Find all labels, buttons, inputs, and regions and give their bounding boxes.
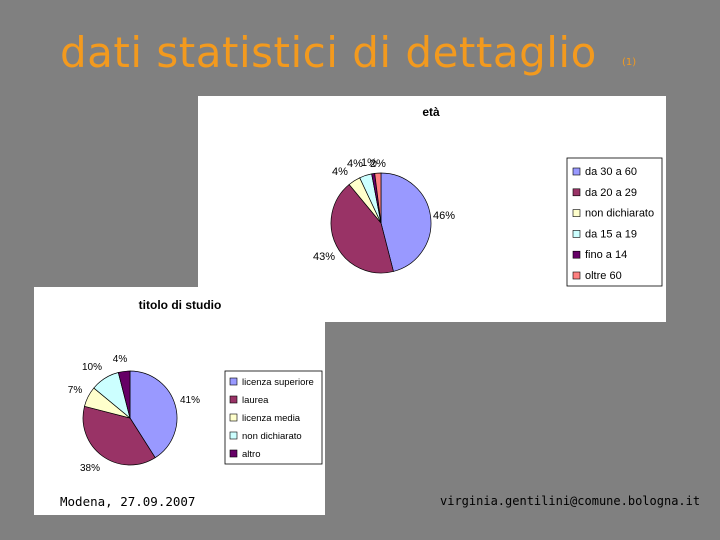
education-data-label-licenza-media: 7% xyxy=(68,385,83,396)
education-chart-panel: titolo di studio 41% 38% 7% 10% 4% licenza s… xyxy=(34,287,325,515)
age-legend-swatch-da-15-a-19 xyxy=(572,230,581,238)
footer-date: Modena, 27.09.2007 xyxy=(60,494,196,509)
age-legend-entry-da-15-a-19: da 15 a 19 xyxy=(585,228,637,240)
education-legend-entry-altro: altro xyxy=(242,449,260,460)
education-legend-entry-licenza-superiore: licenza superiore xyxy=(242,377,314,388)
education-legend-swatch-laurea xyxy=(229,395,238,404)
age-slice-da-30-a-60 xyxy=(380,172,432,272)
age-slice-da-20-a-29 xyxy=(330,183,394,274)
education-legend-swatch-licenza-superiore xyxy=(229,377,238,386)
education-legend-entry-non-dichiarato: non dichiarato xyxy=(242,431,302,442)
education-legend-box xyxy=(224,370,323,465)
slide-title-suffix: (1) xyxy=(622,57,637,68)
education-data-label-non-dichiarato: 10% xyxy=(82,362,102,373)
age-legend-swatch-da-20-a-29 xyxy=(572,188,581,197)
education-legend-entry-laurea: laurea xyxy=(242,395,269,406)
slide-title: dati statistici di dettaglio xyxy=(60,28,597,77)
age-legend-entry-da-20-a-29: da 20 a 29 xyxy=(585,187,637,199)
age-slice-oltre-60 xyxy=(374,172,382,224)
education-data-label-laurea: 38% xyxy=(80,463,100,474)
age-data-label-fino-a-14: 1% xyxy=(361,157,377,169)
age-data-label-da-20-a-29: 43% xyxy=(313,251,335,263)
age-legend-box xyxy=(566,157,663,287)
education-slice-laurea xyxy=(82,405,156,466)
age-data-label-da-15-a-19: 4% xyxy=(347,158,363,170)
age-legend-swatch-oltre-60 xyxy=(572,271,581,280)
education-data-label-licenza-superiore: 41% xyxy=(180,395,200,406)
education-legend-swatch-licenza-media xyxy=(229,413,238,422)
age-legend-swatch-non-dichiarato xyxy=(572,209,581,217)
age-chart-title: età xyxy=(422,105,440,119)
age-legend-entry-non-dichiarato: non dichiarato xyxy=(585,208,654,220)
education-data-label-altro: 4% xyxy=(113,354,128,365)
age-data-label-non-dichiarato: 4% xyxy=(332,166,348,178)
age-legend-swatch-fino-a-14 xyxy=(572,250,581,259)
age-data-label-da-30-a-60: 46% xyxy=(433,210,455,222)
age-legend-entry-fino-a-14: fino a 14 xyxy=(585,249,627,261)
education-pie-chart: titolo di studio 41% 38% 7% 10% 4% licenza s… xyxy=(68,298,323,474)
education-legend-entry-licenza-media: licenza media xyxy=(242,413,301,424)
education-legend-swatch-altro xyxy=(229,449,238,458)
education-chart-title: titolo di studio xyxy=(139,298,222,312)
age-legend-swatch-da-30-a-60 xyxy=(572,167,581,176)
footer-email[interactable]: virginia.gentilini@comune.bologna.it xyxy=(440,494,701,508)
age-legend-entry-da-30-a-60: da 30 a 60 xyxy=(585,166,637,178)
education-legend-swatch-non-dichiarato xyxy=(229,431,238,440)
age-data-label-oltre-60: 2% xyxy=(370,158,386,170)
age-chart-panel: età 46% 43% 4% 4% 1% 2% da 30 a 60 da 20 a 29 n… xyxy=(198,96,666,322)
education-slice-altro xyxy=(117,370,131,419)
age-legend-entry-oltre-60: oltre 60 xyxy=(585,270,622,282)
